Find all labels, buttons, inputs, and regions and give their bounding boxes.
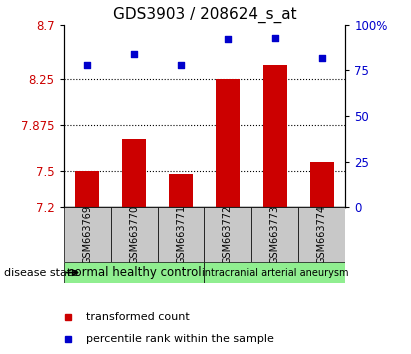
Bar xyxy=(111,207,157,262)
Bar xyxy=(263,65,286,207)
Point xyxy=(178,62,184,68)
Text: GSM663769: GSM663769 xyxy=(82,205,92,264)
Text: GSM663771: GSM663771 xyxy=(176,205,186,264)
Text: GSM663774: GSM663774 xyxy=(317,205,327,264)
Point xyxy=(319,55,325,61)
Point xyxy=(272,35,278,40)
Point xyxy=(84,62,90,68)
Point xyxy=(225,36,231,42)
Bar xyxy=(122,139,146,207)
Bar xyxy=(76,171,99,207)
Text: normal healthy control: normal healthy control xyxy=(67,266,201,279)
Point xyxy=(131,51,137,57)
Text: disease state: disease state xyxy=(4,268,78,278)
Bar xyxy=(252,207,298,262)
Bar xyxy=(169,174,193,207)
Bar xyxy=(205,262,345,283)
Bar xyxy=(64,207,111,262)
Text: percentile rank within the sample: percentile rank within the sample xyxy=(85,334,273,344)
Bar xyxy=(298,207,345,262)
Bar xyxy=(64,262,205,283)
Text: GSM663770: GSM663770 xyxy=(129,205,139,264)
Bar xyxy=(205,207,252,262)
Bar xyxy=(216,80,240,207)
Bar xyxy=(310,162,333,207)
Text: GSM663772: GSM663772 xyxy=(223,205,233,264)
Text: intracranial arterial aneurysm: intracranial arterial aneurysm xyxy=(202,268,348,278)
Title: GDS3903 / 208624_s_at: GDS3903 / 208624_s_at xyxy=(113,7,296,23)
Text: GSM663773: GSM663773 xyxy=(270,205,280,264)
Text: transformed count: transformed count xyxy=(85,312,189,322)
Bar xyxy=(157,207,205,262)
